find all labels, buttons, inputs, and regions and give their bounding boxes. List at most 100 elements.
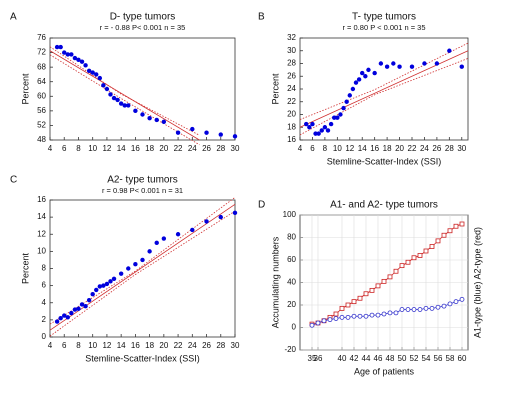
chart-subtitle: r = - 0.88 P< 0.001 n = 35 bbox=[100, 23, 186, 32]
data-point bbox=[405, 307, 411, 312]
plot-frame bbox=[49, 37, 236, 141]
data-point bbox=[357, 295, 363, 301]
data-point bbox=[357, 313, 363, 319]
data-point bbox=[304, 121, 309, 127]
data-point bbox=[319, 128, 324, 133]
data-point bbox=[409, 64, 415, 69]
data-point bbox=[310, 121, 315, 127]
x-tick-label: 24 bbox=[188, 341, 197, 350]
data-point bbox=[76, 57, 81, 63]
data-point bbox=[147, 249, 152, 254]
x-axis-label: Stemline-Scatter-Index (SSI) bbox=[327, 156, 442, 166]
y-tick-label: 68 bbox=[37, 62, 46, 71]
data-point bbox=[350, 86, 356, 92]
x-tick-label: 24 bbox=[188, 144, 197, 153]
data-point bbox=[161, 119, 167, 124]
data-point bbox=[345, 302, 351, 308]
data-point bbox=[434, 61, 440, 66]
x-tick-label: 14 bbox=[358, 144, 367, 153]
data-point bbox=[76, 306, 81, 311]
y-tick-label: 22 bbox=[287, 97, 296, 106]
data-point bbox=[333, 316, 339, 321]
x-tick-label: 28 bbox=[216, 341, 225, 350]
y2-axis-label: A1-type (blue) A2-type (red) bbox=[472, 227, 482, 338]
x-tick-label: 20 bbox=[159, 144, 168, 153]
x-tick-label: 58 bbox=[446, 354, 455, 363]
x-tick-label: 4 bbox=[298, 144, 303, 153]
data-point bbox=[417, 307, 423, 312]
x-tick-label: 56 bbox=[434, 354, 443, 363]
data-point bbox=[65, 315, 70, 320]
data-point bbox=[79, 302, 85, 307]
data-point bbox=[315, 320, 321, 326]
data-point bbox=[108, 92, 113, 97]
data-point bbox=[72, 55, 78, 61]
y-tick-label: 100 bbox=[283, 210, 297, 219]
data-point bbox=[175, 232, 181, 237]
x-tick-label: 30 bbox=[231, 341, 240, 350]
x-tick-label: 4 bbox=[48, 341, 53, 350]
y-tick-label: 4 bbox=[42, 298, 47, 307]
data-point bbox=[79, 59, 85, 64]
data-point bbox=[204, 130, 209, 135]
data-point bbox=[86, 68, 92, 73]
x-tick-label: 8 bbox=[76, 341, 81, 350]
x-tick-label: 22 bbox=[174, 341, 183, 350]
y-tick-label: 16 bbox=[37, 195, 46, 204]
panel-label: A bbox=[10, 12, 17, 23]
y-tick-label: 32 bbox=[287, 33, 296, 42]
data-point bbox=[447, 301, 453, 307]
data-point bbox=[101, 283, 106, 288]
data-point bbox=[360, 70, 365, 76]
data-point bbox=[369, 312, 375, 318]
x-tick-label: 26 bbox=[202, 144, 211, 153]
chart-title: A1- and A2- type tumors bbox=[330, 200, 438, 211]
data-point bbox=[218, 214, 223, 220]
confidence-band bbox=[299, 42, 469, 120]
data-point bbox=[190, 126, 195, 132]
x-tick-label: 16 bbox=[370, 144, 379, 153]
x-tick-label: 30 bbox=[231, 144, 240, 153]
x-tick-label: 6 bbox=[310, 144, 315, 153]
data-point bbox=[175, 130, 181, 135]
data-point bbox=[328, 121, 334, 127]
data-point bbox=[369, 287, 375, 293]
x-tick-label: 12 bbox=[102, 341, 111, 350]
data-point bbox=[351, 313, 357, 319]
y-tick-label: 72 bbox=[37, 48, 46, 57]
data-point bbox=[384, 64, 390, 69]
data-point bbox=[111, 276, 117, 281]
data-point bbox=[232, 210, 238, 216]
data-point bbox=[154, 240, 159, 246]
x-tick-label: 16 bbox=[131, 341, 140, 350]
data-point bbox=[453, 223, 459, 229]
x-tick-label: 40 bbox=[338, 354, 347, 363]
data-point bbox=[115, 97, 120, 103]
data-point bbox=[393, 310, 399, 316]
y-tick-label: 16 bbox=[287, 135, 296, 144]
data-point bbox=[122, 103, 127, 108]
y-tick-label: 52 bbox=[37, 121, 46, 130]
y-tick-label: 76 bbox=[37, 33, 46, 42]
x-tick-label: 52 bbox=[410, 354, 419, 363]
data-point bbox=[375, 283, 381, 289]
y-tick-label: 18 bbox=[287, 122, 296, 131]
x-tick-label: 44 bbox=[362, 354, 371, 363]
data-point bbox=[69, 310, 74, 316]
panel-label: D bbox=[258, 200, 265, 211]
data-point bbox=[453, 299, 459, 305]
data-point bbox=[97, 284, 103, 289]
y-tick-label: 0 bbox=[42, 332, 47, 341]
data-point bbox=[422, 61, 427, 66]
x-tick-label: 12 bbox=[102, 144, 111, 153]
data-point bbox=[94, 72, 99, 77]
data-point bbox=[459, 64, 464, 69]
data-point bbox=[339, 305, 345, 311]
data-point bbox=[54, 319, 60, 324]
y-tick-label: 26 bbox=[287, 71, 296, 80]
confidence-band bbox=[49, 54, 200, 146]
data-point bbox=[459, 296, 465, 302]
data-point bbox=[335, 115, 340, 120]
data-point bbox=[86, 297, 92, 303]
data-point bbox=[218, 132, 223, 137]
